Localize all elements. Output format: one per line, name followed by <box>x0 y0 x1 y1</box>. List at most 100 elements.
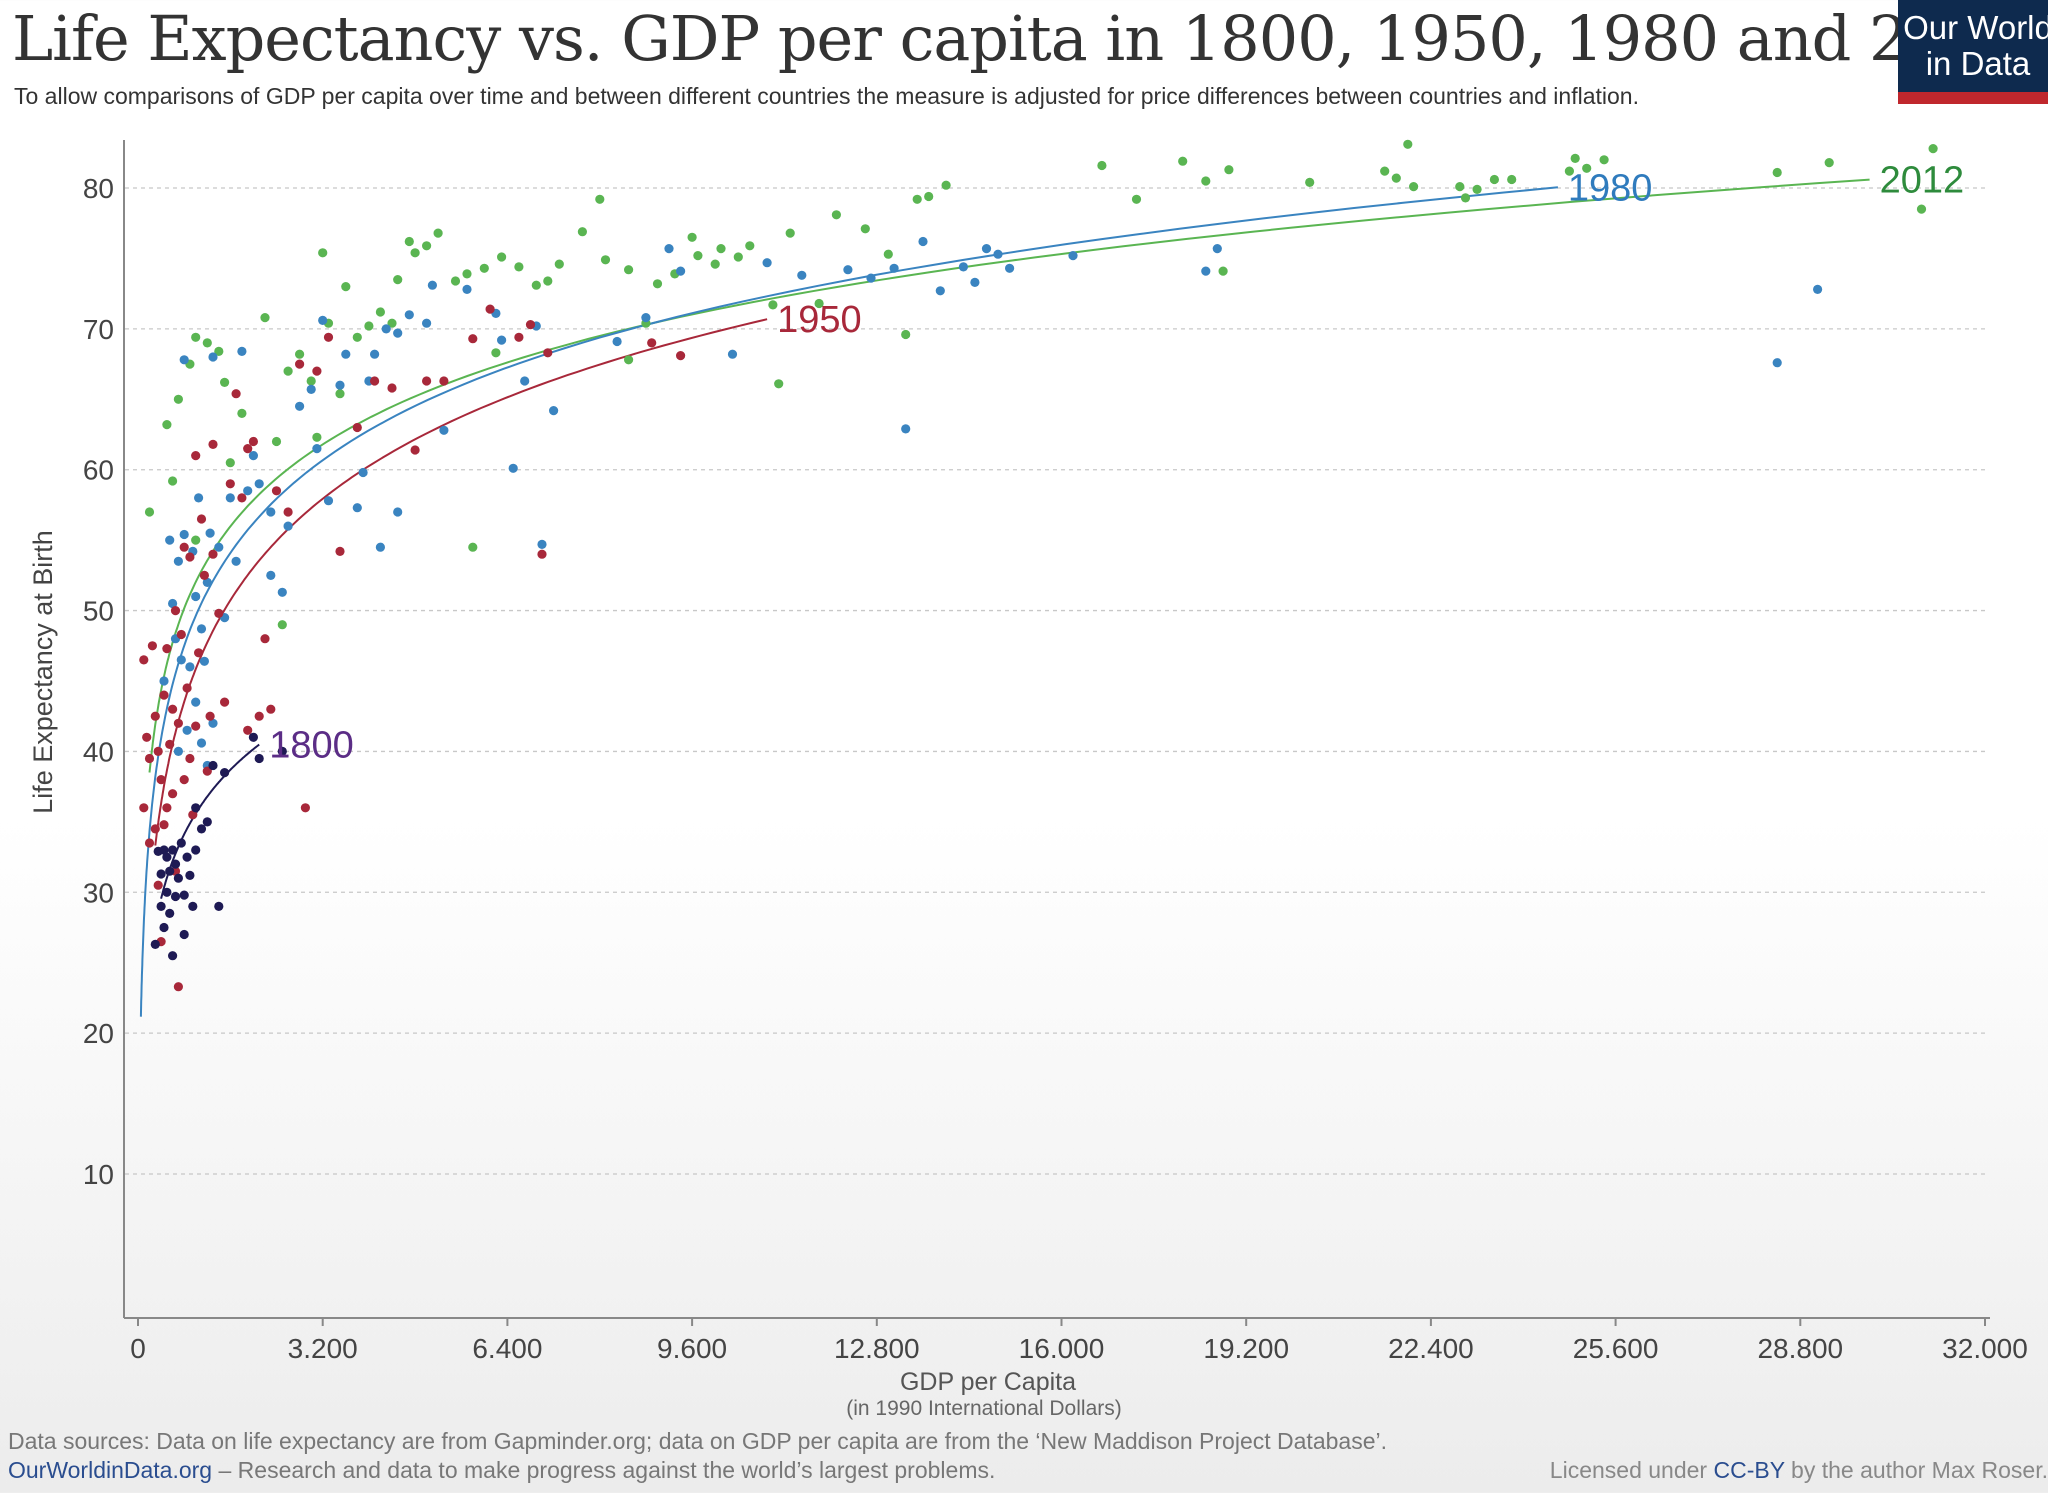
point-1950-19[interactable] <box>170 606 181 616</box>
point-1950-4[interactable] <box>144 753 155 764</box>
point-2012-43[interactable] <box>595 194 605 204</box>
point-1950-30[interactable] <box>191 451 201 461</box>
point-2012-69[interactable] <box>1178 156 1188 166</box>
point-1980-58[interactable] <box>520 376 530 386</box>
point-1800-16[interactable] <box>179 890 189 900</box>
point-1950-35[interactable] <box>202 766 212 776</box>
point-1980-51[interactable] <box>422 318 432 328</box>
point-1800-17[interactable] <box>179 929 189 940</box>
point-1950-7[interactable] <box>150 824 160 834</box>
point-2012-31[interactable] <box>433 228 443 238</box>
point-1950-45[interactable] <box>243 444 253 454</box>
point-1980-67[interactable] <box>762 258 772 268</box>
point-2012-81[interactable] <box>1489 174 1499 185</box>
point-2012-78[interactable] <box>1455 182 1465 192</box>
point-2012-65[interactable] <box>924 191 934 202</box>
point-2012-59[interactable] <box>814 298 824 309</box>
point-1980-53[interactable] <box>439 425 449 435</box>
point-2012-0[interactable] <box>144 507 155 517</box>
point-1800-13[interactable] <box>170 859 181 869</box>
point-2012-74[interactable] <box>1380 166 1390 176</box>
point-1980-17[interactable] <box>199 656 209 666</box>
point-1980-20[interactable] <box>205 528 215 538</box>
point-2012-85[interactable] <box>1582 163 1592 173</box>
point-2012-84[interactable] <box>1570 153 1580 163</box>
point-1980-80[interactable] <box>1068 251 1078 261</box>
point-1980-72[interactable] <box>901 424 911 434</box>
point-1980-8[interactable] <box>179 529 189 540</box>
point-1980-79[interactable] <box>1005 263 1015 273</box>
point-1950-51[interactable] <box>283 507 293 517</box>
point-1980-41[interactable] <box>341 349 351 359</box>
point-2012-90[interactable] <box>1928 144 1938 154</box>
point-2012-56[interactable] <box>768 300 778 310</box>
point-1800-20[interactable] <box>188 901 198 912</box>
point-2012-1[interactable] <box>162 420 172 430</box>
point-1950-13[interactable] <box>159 820 169 830</box>
point-1980-65[interactable] <box>676 266 686 276</box>
point-2012-5[interactable] <box>191 332 201 342</box>
point-1800-29[interactable] <box>254 753 264 764</box>
point-1800-10[interactable] <box>168 845 178 855</box>
point-2012-44[interactable] <box>600 255 611 265</box>
point-1980-36[interactable] <box>306 384 316 394</box>
point-1950-48[interactable] <box>260 634 270 644</box>
point-2012-9[interactable] <box>220 377 230 387</box>
point-1980-46[interactable] <box>375 542 385 552</box>
point-1950-33[interactable] <box>196 514 207 524</box>
point-1980-27[interactable] <box>237 346 247 356</box>
point-1950-56[interactable] <box>335 546 345 557</box>
point-1800-26[interactable] <box>214 901 224 912</box>
point-1800-25[interactable] <box>208 760 218 771</box>
owid-logo[interactable]: Our World in Data <box>1898 0 2048 104</box>
point-1950-55[interactable] <box>323 332 334 342</box>
point-2012-82[interactable] <box>1507 174 1517 185</box>
point-1800-4[interactable] <box>159 845 169 855</box>
point-1950-62[interactable] <box>439 376 449 386</box>
license-link[interactable]: CC-BY <box>1713 1457 1785 1483</box>
point-1950-67[interactable] <box>537 549 547 559</box>
point-1980-63[interactable] <box>641 313 651 323</box>
point-2012-79[interactable] <box>1460 193 1471 203</box>
point-1800-24[interactable] <box>202 817 212 827</box>
point-2012-89[interactable] <box>1916 204 1927 214</box>
point-2012-13[interactable] <box>271 436 282 447</box>
point-1950-21[interactable] <box>173 718 183 728</box>
point-1800-28[interactable] <box>248 732 258 742</box>
point-1980-70[interactable] <box>866 273 876 283</box>
point-2012-57[interactable] <box>774 379 784 389</box>
point-1980-43[interactable] <box>358 467 368 478</box>
point-2012-88[interactable] <box>1824 158 1834 168</box>
point-2012-12[interactable] <box>260 313 270 323</box>
point-1980-77[interactable] <box>981 244 992 254</box>
point-1950-6[interactable] <box>150 711 160 721</box>
point-1980-62[interactable] <box>612 336 622 347</box>
point-1980-69[interactable] <box>843 265 853 275</box>
point-1800-6[interactable] <box>162 852 172 862</box>
point-2012-28[interactable] <box>404 236 414 247</box>
point-1980-22[interactable] <box>208 718 218 728</box>
point-1950-41[interactable] <box>225 479 235 489</box>
point-1980-15[interactable] <box>196 624 207 634</box>
point-1950-52[interactable] <box>295 359 305 369</box>
point-1980-76[interactable] <box>970 277 980 287</box>
point-1950-12[interactable] <box>159 690 169 700</box>
point-2012-61[interactable] <box>860 224 870 234</box>
point-1980-35[interactable] <box>295 401 305 411</box>
point-1950-68[interactable] <box>543 348 553 358</box>
point-2012-39[interactable] <box>531 280 541 290</box>
point-2012-42[interactable] <box>577 227 588 237</box>
point-2012-10[interactable] <box>225 458 235 468</box>
point-1800-11[interactable] <box>168 951 178 961</box>
point-1980-73[interactable] <box>918 236 928 247</box>
point-1950-22[interactable] <box>173 982 183 992</box>
point-1950-66[interactable] <box>525 320 536 330</box>
point-1950-65[interactable] <box>514 332 524 342</box>
point-1950-37[interactable] <box>208 549 218 559</box>
point-1980-12[interactable] <box>191 591 201 602</box>
point-2012-52[interactable] <box>710 259 720 269</box>
point-2012-68[interactable] <box>1131 194 1142 204</box>
point-2012-76[interactable] <box>1403 139 1413 149</box>
point-2012-24[interactable] <box>364 321 374 331</box>
point-1950-58[interactable] <box>370 376 380 386</box>
